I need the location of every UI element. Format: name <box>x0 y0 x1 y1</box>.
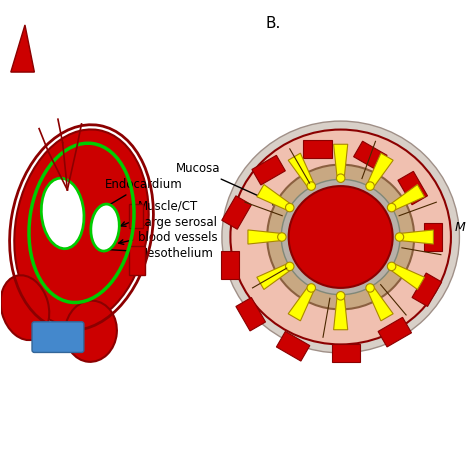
Bar <box>252 155 285 185</box>
Polygon shape <box>334 296 348 330</box>
Ellipse shape <box>285 203 294 212</box>
Text: Mucosa: Mucosa <box>176 162 278 205</box>
Polygon shape <box>288 286 314 321</box>
Bar <box>398 171 428 205</box>
Bar <box>412 273 442 307</box>
Polygon shape <box>11 25 35 72</box>
Polygon shape <box>248 230 282 244</box>
Bar <box>424 223 442 251</box>
Text: Mesothelium: Mesothelium <box>98 247 214 260</box>
Bar <box>128 246 145 275</box>
Bar <box>332 344 360 362</box>
Text: M: M <box>455 221 465 234</box>
Ellipse shape <box>337 292 345 300</box>
Bar <box>354 141 387 171</box>
Polygon shape <box>367 286 393 321</box>
Ellipse shape <box>366 283 374 292</box>
Text: Large serosal
blood vessels: Large serosal blood vessels <box>118 216 218 245</box>
Text: Muscle/CT: Muscle/CT <box>121 200 198 226</box>
Bar <box>378 317 411 347</box>
Ellipse shape <box>41 178 84 249</box>
Ellipse shape <box>267 164 414 310</box>
Text: B.: B. <box>265 16 281 30</box>
Ellipse shape <box>91 204 119 251</box>
Ellipse shape <box>230 129 451 345</box>
Polygon shape <box>367 153 393 188</box>
Ellipse shape <box>0 275 49 340</box>
Polygon shape <box>390 184 425 210</box>
Ellipse shape <box>395 233 404 241</box>
Ellipse shape <box>387 262 396 271</box>
Ellipse shape <box>307 283 316 292</box>
Ellipse shape <box>366 182 374 191</box>
Polygon shape <box>257 184 292 210</box>
Bar <box>221 251 239 279</box>
Ellipse shape <box>278 233 286 241</box>
Polygon shape <box>288 153 314 188</box>
Ellipse shape <box>307 182 316 191</box>
Polygon shape <box>400 230 433 244</box>
Ellipse shape <box>387 203 396 212</box>
Bar <box>128 204 143 228</box>
Ellipse shape <box>337 174 345 182</box>
Bar <box>276 331 310 361</box>
Bar <box>303 140 332 158</box>
Ellipse shape <box>222 121 459 353</box>
Ellipse shape <box>14 129 149 326</box>
Bar <box>236 298 265 331</box>
Polygon shape <box>390 264 425 290</box>
Bar <box>222 196 251 229</box>
Ellipse shape <box>281 179 400 295</box>
Ellipse shape <box>65 301 117 362</box>
Polygon shape <box>257 264 292 290</box>
Ellipse shape <box>289 186 392 288</box>
Text: Endocardium: Endocardium <box>95 178 183 214</box>
Ellipse shape <box>285 262 294 271</box>
Polygon shape <box>334 144 348 178</box>
FancyBboxPatch shape <box>32 322 84 353</box>
